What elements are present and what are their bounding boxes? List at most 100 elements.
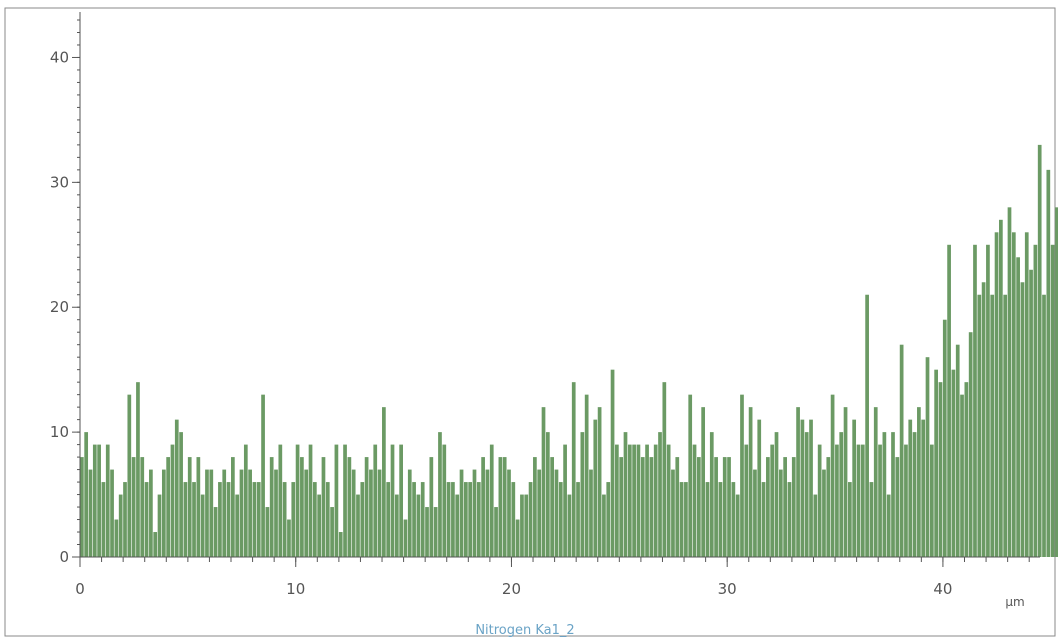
histogram-bar bbox=[144, 482, 149, 557]
histogram-bar bbox=[312, 482, 317, 557]
histogram-bar bbox=[386, 482, 391, 557]
histogram-bar bbox=[822, 469, 826, 557]
histogram-bar bbox=[632, 444, 636, 557]
histogram-bar bbox=[839, 432, 844, 557]
histogram-bar bbox=[1046, 169, 1051, 558]
histogram-bar bbox=[520, 494, 524, 557]
histogram-bar bbox=[321, 457, 326, 557]
histogram-bar bbox=[878, 444, 882, 557]
histogram-bar bbox=[420, 482, 425, 557]
y-tick-label: 40 bbox=[50, 48, 69, 66]
histogram-bar bbox=[476, 482, 481, 557]
histogram-bar bbox=[425, 507, 429, 557]
histogram-bar bbox=[226, 482, 231, 557]
histogram-bar bbox=[899, 344, 904, 557]
histogram-bar bbox=[192, 482, 196, 557]
histogram-bar bbox=[835, 444, 839, 557]
histogram-bar bbox=[649, 457, 654, 557]
histogram-bar bbox=[252, 482, 257, 557]
histogram-bar bbox=[744, 444, 749, 557]
histogram-bar bbox=[615, 444, 619, 557]
histogram-bar bbox=[118, 494, 123, 557]
histogram-bar bbox=[891, 432, 895, 557]
histogram-bar bbox=[938, 382, 943, 557]
histogram-bar bbox=[593, 419, 598, 557]
histogram-bar bbox=[235, 494, 240, 557]
histogram-bar bbox=[442, 444, 447, 557]
histogram-bar bbox=[994, 232, 999, 558]
histogram-bar bbox=[256, 482, 261, 557]
histogram-bar bbox=[222, 469, 227, 557]
y-tick-label: 0 bbox=[59, 548, 69, 566]
histogram-bar bbox=[196, 457, 201, 557]
histogram-bar bbox=[735, 494, 740, 557]
histogram-bar bbox=[174, 419, 179, 557]
histogram-bar bbox=[813, 494, 818, 557]
histogram-bar bbox=[873, 407, 878, 557]
histogram-bar bbox=[308, 444, 313, 557]
histogram-bar bbox=[912, 432, 917, 557]
y-tick-label: 20 bbox=[50, 298, 69, 316]
histogram-bar bbox=[1055, 207, 1058, 557]
histogram-bar bbox=[675, 457, 680, 557]
histogram-bar bbox=[783, 457, 787, 557]
series-name-label: Nitrogen Ka1_2 bbox=[475, 623, 574, 638]
histogram-bar bbox=[528, 482, 533, 557]
histogram-bar bbox=[666, 444, 671, 557]
x-tick-label: 40 bbox=[933, 580, 952, 598]
histogram-bar bbox=[554, 469, 559, 557]
histogram-bar bbox=[787, 482, 792, 557]
x-unit-label: µm bbox=[1005, 595, 1024, 609]
histogram-bar bbox=[705, 482, 710, 557]
histogram-bar bbox=[778, 469, 783, 557]
histogram-bar bbox=[123, 482, 127, 557]
histogram-bar bbox=[382, 407, 386, 557]
histogram-bar bbox=[274, 469, 278, 557]
histogram-bar bbox=[809, 419, 813, 557]
histogram-bar bbox=[403, 519, 408, 557]
histogram-bar bbox=[455, 494, 460, 557]
histogram-bar bbox=[209, 469, 214, 557]
histogram-bar bbox=[563, 444, 567, 557]
histogram-bar bbox=[770, 444, 775, 557]
histogram-bar bbox=[990, 294, 995, 557]
histogram-bar bbox=[269, 457, 274, 557]
histogram-bar bbox=[826, 457, 831, 557]
histogram-bar bbox=[550, 457, 554, 557]
histogram-bar bbox=[243, 444, 248, 557]
histogram-bar bbox=[627, 444, 632, 557]
histogram-bar bbox=[1011, 232, 1016, 558]
histogram-bar bbox=[679, 482, 684, 557]
histogram-bar bbox=[287, 519, 291, 557]
histogram-bar bbox=[709, 432, 714, 557]
histogram-bar bbox=[740, 394, 744, 557]
histogram-bar bbox=[468, 482, 473, 557]
histogram-bar bbox=[731, 482, 736, 557]
bar-series bbox=[80, 144, 1058, 558]
histogram-bar bbox=[114, 519, 119, 557]
histogram-bar bbox=[149, 469, 153, 557]
histogram-bar bbox=[412, 482, 416, 557]
histogram-bar bbox=[753, 469, 757, 557]
histogram-bar bbox=[865, 294, 869, 557]
histogram-bar bbox=[684, 482, 688, 557]
histogram-bar bbox=[377, 469, 382, 557]
histogram-bar bbox=[213, 507, 218, 557]
histogram-bar bbox=[908, 419, 913, 557]
histogram-bar bbox=[973, 244, 977, 558]
histogram-bar bbox=[537, 469, 542, 557]
histogram-bar bbox=[416, 494, 421, 557]
histogram-bar bbox=[917, 407, 921, 557]
histogram-bar bbox=[131, 457, 136, 557]
histogram-bar bbox=[110, 469, 114, 557]
histogram-bar bbox=[701, 407, 706, 557]
histogram-bar bbox=[904, 444, 908, 557]
histogram-bar bbox=[334, 444, 339, 557]
histogram-bar bbox=[748, 407, 753, 557]
histogram-bar bbox=[843, 407, 848, 557]
histogram-bar bbox=[757, 419, 762, 557]
histogram-bar bbox=[645, 444, 649, 557]
histogram-bar bbox=[261, 394, 265, 557]
histogram-bar bbox=[179, 432, 183, 557]
